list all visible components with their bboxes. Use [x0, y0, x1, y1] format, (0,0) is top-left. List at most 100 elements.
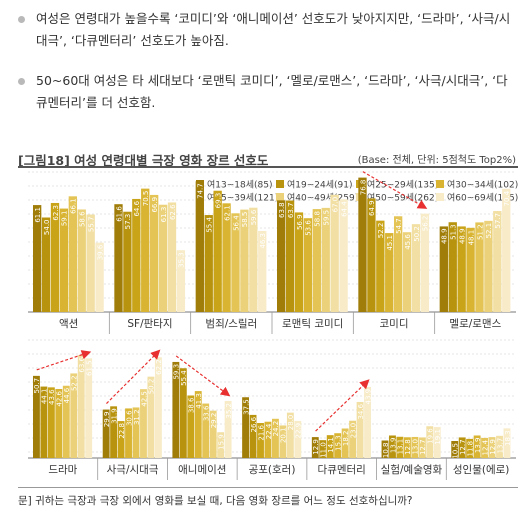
bar: [286, 412, 294, 458]
bar: [385, 233, 394, 312]
bar-value-label: 64.6: [133, 200, 141, 216]
bar-value-label: 26.6: [250, 416, 258, 432]
bar-value-label: 50.2: [148, 379, 156, 395]
bar: [272, 418, 279, 458]
bar-value-label: 52.1: [485, 223, 493, 239]
bar: [55, 388, 63, 458]
legend-label: 여25~29세(135): [367, 179, 438, 191]
bar-value-label: 22.8: [118, 423, 126, 439]
bar-value-label: 45.6: [404, 234, 412, 250]
bar: [473, 435, 481, 458]
bar: [59, 208, 69, 312]
category-label: 사극/시대극: [107, 464, 159, 476]
survey-question: 문] 귀하는 극장과 극장 외에서 영화를 보실 때, 다음 영화 장르를 어느…: [18, 495, 413, 507]
bar-value-label: 52.2: [377, 223, 385, 239]
bar-value-label: 69.3: [214, 193, 222, 209]
bar-value-label: 13.0: [412, 439, 420, 455]
bar-value-label: 50.7: [33, 378, 41, 394]
category-label: 멜로/로맨스: [449, 318, 501, 330]
bar: [33, 205, 42, 312]
trend-arrow: [106, 349, 161, 404]
bar: [102, 409, 110, 458]
bar: [176, 250, 186, 312]
bar: [140, 389, 147, 458]
bar: [418, 437, 426, 458]
bar-value-label: 48.9: [458, 228, 466, 244]
bar: [376, 220, 385, 312]
bar-value-label: 21.6: [257, 424, 265, 440]
bar: [326, 435, 334, 458]
bullet-1-text: 여성은 연령대가 높을수록 ‘코미디’와 ‘애니메이션’ 선호도가 낮아지지만,…: [36, 11, 511, 48]
bar: [154, 357, 162, 458]
bar-value-label: 29.2: [210, 413, 218, 429]
bar-value-label: 35.3: [178, 252, 186, 268]
bar-value-label: 46.3: [259, 233, 267, 249]
bar: [264, 421, 272, 458]
bar: [277, 200, 286, 312]
bar: [257, 423, 264, 458]
bar-value-label: 22.4: [265, 423, 273, 439]
bar: [95, 242, 104, 312]
figure-base-note: (Base: 전체, 단위: 5점척도 Top2%): [357, 155, 516, 166]
bar: [62, 385, 70, 458]
bar: [202, 403, 210, 458]
category-label: 로맨틱 코미디: [282, 318, 343, 330]
bar: [279, 425, 287, 458]
bar-value-label: 35.2: [225, 403, 233, 419]
bar: [70, 373, 78, 458]
bar-value-label: 57.3: [124, 214, 132, 230]
bar-value-label: 58.5: [241, 212, 249, 228]
category-label: 액션: [59, 318, 78, 330]
bar-value-label: 59.5: [323, 210, 331, 226]
bar-value-label: 12.9: [312, 439, 320, 455]
bar-value-label: 44.1: [41, 389, 49, 405]
title-rule: [18, 166, 518, 168]
bar: [114, 204, 123, 312]
bar-value-label: 61.6: [115, 206, 123, 222]
bar-value-label: 11.8: [466, 441, 474, 457]
category-label: 코미디: [380, 318, 409, 330]
bullet-1: 여성은 연령대가 높을수록 ‘코미디’와 ‘애니메이션’ 선호도가 낮아지지만,…: [18, 8, 518, 52]
bar: [167, 202, 177, 312]
bar: [484, 220, 493, 312]
bar-value-label: 12.8: [404, 439, 412, 455]
bar: [448, 222, 457, 312]
bar: [110, 406, 118, 458]
bar: [213, 190, 222, 312]
bar-value-label: 64.9: [368, 200, 376, 216]
bar: [172, 361, 180, 458]
bar-value-label: 12.9: [489, 439, 497, 455]
legend-label: 여50~59세(262): [367, 192, 438, 204]
bar-value-label: 54.7: [395, 218, 403, 234]
bar: [187, 395, 195, 458]
bar: [86, 214, 95, 312]
bar: [204, 215, 213, 312]
bar: [240, 209, 249, 312]
bar-value-label: 67.0: [331, 197, 339, 213]
category-label: 공포(호러): [249, 464, 296, 476]
bar-value-label: 74.7: [197, 183, 205, 199]
bar: [47, 387, 55, 458]
bar: [249, 207, 258, 312]
bar-value-label: 58.6: [79, 211, 87, 227]
bar: [358, 177, 367, 312]
bar: [311, 437, 319, 458]
bullet-dot-icon: [18, 78, 25, 85]
bar-value-label: 33.6: [203, 405, 211, 421]
bar-value-label: 53.6: [305, 220, 313, 236]
bar: [466, 438, 474, 458]
bar-value-label: 63.6: [78, 356, 86, 372]
bar: [77, 209, 86, 312]
bar-value-label: 12.7: [459, 439, 467, 455]
bar: [117, 421, 125, 458]
bar-value-label: 55.4: [180, 370, 188, 386]
bar: [411, 436, 419, 458]
bar-value-label: 48.1: [467, 230, 475, 246]
bar: [381, 440, 389, 458]
bar-value-label: 51.3: [450, 224, 458, 240]
bar: [458, 437, 466, 458]
bar: [411, 224, 421, 312]
bar: [396, 436, 404, 458]
bar-value-label: 13.7: [496, 438, 504, 454]
